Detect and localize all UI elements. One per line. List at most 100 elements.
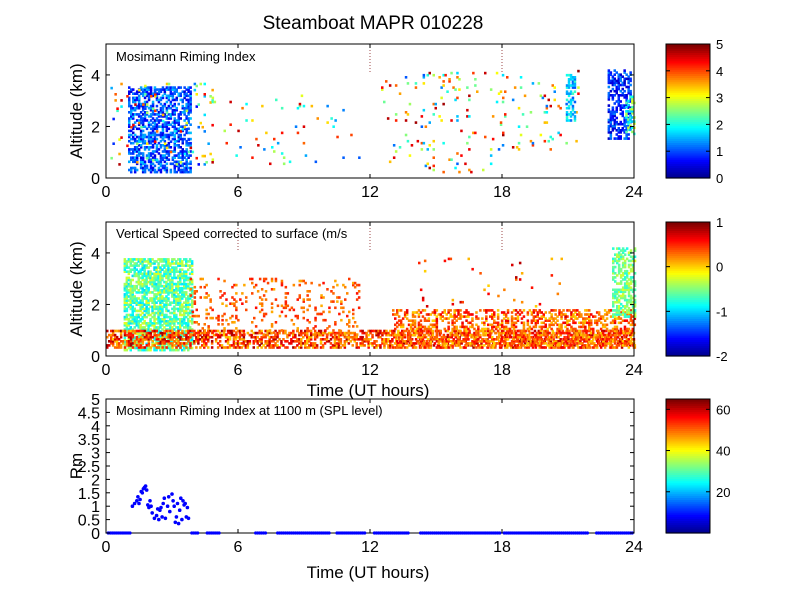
heatmap-cell xyxy=(275,98,278,102)
heatmap-cell xyxy=(427,329,431,333)
heatmap-cell xyxy=(608,344,612,347)
heatmap-cell xyxy=(141,156,145,159)
heatmap-cell xyxy=(611,127,615,130)
heatmap-cell xyxy=(183,113,186,116)
heatmap-cell xyxy=(212,329,216,333)
heatmap-cell xyxy=(623,69,626,72)
heatmap-cell xyxy=(190,340,194,344)
heatmap-cell xyxy=(484,135,487,139)
heatmap-cell xyxy=(149,348,152,352)
heatmap-cell xyxy=(548,311,551,314)
heatmap-cell xyxy=(188,326,192,329)
heatmap-cell xyxy=(470,335,473,339)
heatmap-cell xyxy=(620,346,624,349)
heatmap-cell xyxy=(397,309,401,312)
heatmap-cell xyxy=(339,333,343,337)
heatmap-cell xyxy=(405,311,409,314)
heatmap-cell xyxy=(528,338,532,341)
heatmap-cell xyxy=(519,133,523,137)
heatmap-cell xyxy=(153,86,157,89)
heatmap-cell xyxy=(163,329,166,333)
heatmap-cell xyxy=(155,346,158,349)
heatmap-cell xyxy=(401,333,404,337)
heatmap-cell xyxy=(235,283,238,287)
heatmap-cell xyxy=(159,164,163,168)
heatmap-cell xyxy=(473,344,476,347)
heatmap-cell xyxy=(231,302,234,305)
heatmap-cell xyxy=(435,315,439,318)
heatmap-cell xyxy=(399,323,403,327)
heatmap-cell xyxy=(427,327,431,331)
heatmap-cell xyxy=(185,123,188,126)
heatmap-cell xyxy=(143,141,147,145)
heatmap-cell xyxy=(405,317,409,320)
heatmap-cell xyxy=(143,313,146,317)
heatmap-cell xyxy=(185,278,188,282)
heatmap-cell xyxy=(425,344,429,347)
heatmap-cell xyxy=(163,336,166,339)
heatmap-cell xyxy=(179,270,182,273)
heatmap-cell xyxy=(165,309,168,313)
heatmap-cell xyxy=(631,116,634,119)
colorbar-segment xyxy=(666,161,710,164)
heatmap-cell xyxy=(143,297,146,300)
heatmap-cell xyxy=(539,94,543,98)
heatmap-cell xyxy=(183,319,186,323)
heatmap-cell xyxy=(181,260,184,263)
heatmap-cell xyxy=(152,158,155,162)
heatmap-cell xyxy=(508,335,512,339)
heatmap-cell xyxy=(573,84,577,87)
heatmap-cell xyxy=(461,325,464,329)
heatmap-cell xyxy=(615,108,618,111)
heatmap-cell xyxy=(127,295,131,298)
heatmap-cell xyxy=(313,346,317,349)
heatmap-cell xyxy=(225,318,228,322)
heatmap-cell xyxy=(461,315,464,318)
heatmap-cell xyxy=(264,346,267,349)
colorbar-segment xyxy=(666,136,710,139)
heatmap-cell xyxy=(147,139,151,143)
heatmap-cell xyxy=(123,331,127,335)
heatmap-cell xyxy=(502,96,505,100)
heatmap-cell xyxy=(183,127,186,131)
heatmap-cell xyxy=(149,282,152,286)
heatmap-cell xyxy=(492,346,495,349)
heatmap-cell xyxy=(163,88,167,91)
heatmap-cell xyxy=(165,158,169,161)
heatmap-cell xyxy=(149,123,153,126)
heatmap-cell xyxy=(453,327,456,331)
heatmap-cell xyxy=(388,84,392,87)
colorbar-segment xyxy=(666,60,710,64)
heatmap-cell xyxy=(179,346,182,349)
heatmap-cell xyxy=(411,315,415,318)
heatmap-cell xyxy=(139,102,143,106)
heatmap-cell xyxy=(209,101,212,104)
heatmap-cell xyxy=(333,331,337,335)
heatmap-cell xyxy=(187,276,190,280)
heatmap-cell xyxy=(357,306,361,310)
heatmap-cell xyxy=(185,131,188,135)
heatmap-cell xyxy=(532,338,536,341)
heatmap-cell xyxy=(157,305,160,309)
heatmap-cell xyxy=(154,93,157,96)
heatmap-cell xyxy=(296,314,299,318)
heatmap-cell xyxy=(167,332,170,335)
heatmap-cell xyxy=(342,108,345,112)
heatmap-cell xyxy=(236,344,240,347)
heatmap-cell xyxy=(613,102,616,105)
heatmap-cell xyxy=(450,71,453,75)
heatmap-cell xyxy=(477,317,480,320)
heatmap-cell xyxy=(313,329,317,333)
heatmap-cell xyxy=(161,264,164,267)
heatmap-cell xyxy=(394,317,397,320)
heatmap-cell xyxy=(236,335,240,339)
heatmap-cell xyxy=(207,333,210,337)
heatmap-cell xyxy=(417,321,421,325)
heatmap-cell xyxy=(173,299,176,302)
heatmap-cell xyxy=(260,342,263,345)
heatmap-cell xyxy=(460,154,463,157)
heatmap-cell xyxy=(458,88,461,91)
heatmap-cell xyxy=(226,342,230,345)
heatmap-cell xyxy=(619,129,622,132)
heatmap-cell xyxy=(278,314,282,318)
